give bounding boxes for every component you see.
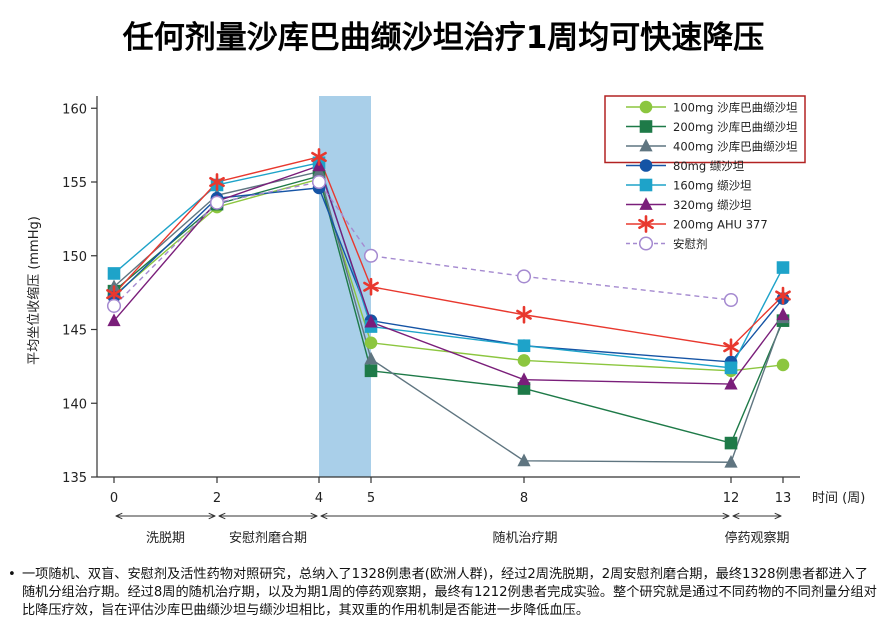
x-tick-label: 5 (367, 491, 375, 506)
data-point-s1 (776, 358, 790, 372)
legend-marker-6 (639, 197, 653, 210)
legend-marker-1 (639, 100, 653, 114)
x-tick-label: 2 (213, 491, 221, 506)
data-point-s5 (724, 361, 738, 375)
y-tick-label: 150 (62, 250, 87, 265)
legend-label-4: 80mg 缬沙坦 (673, 159, 745, 173)
data-point-s8 (106, 298, 122, 313)
legend-label-8: 安慰剂 (673, 237, 708, 251)
legend-marker-3 (639, 138, 653, 152)
series-line-2 (113, 175, 784, 444)
data-point-s7 (723, 338, 739, 357)
data-point-s5 (776, 261, 790, 274)
data-point-s7 (775, 286, 791, 305)
legend-marker-5 (639, 178, 653, 192)
y-tick-label: 135 (62, 471, 87, 486)
legend-marker-8 (638, 236, 654, 251)
data-point-s7 (363, 277, 379, 296)
data-point-s5 (107, 267, 121, 280)
chart-svg: 135 140 145 150 155 160 0 2 4 5 8 12 13 时间 (周) 平均坐位收缩压… (26, 95, 865, 546)
data-point-s3 (364, 351, 378, 365)
study-note: • 一项随机、双盲、安慰剂及活性药物对照研究，总纳入了1328例患者(欧洲人群)… (8, 566, 878, 620)
note-text: 一项随机、双盲、安慰剂及活性药物对照研究，总纳入了1328例患者(欧洲人群)，经… (22, 567, 877, 618)
x-tick-label: 4 (315, 491, 323, 506)
data-point-s1 (364, 336, 378, 350)
legend-highlight-box (604, 95, 806, 164)
y-tick-label: 155 (62, 176, 87, 191)
data-point-s6 (724, 376, 738, 390)
x-tick-label: 8 (520, 491, 528, 506)
legend-marker-7 (638, 215, 654, 233)
y-axis-label: 平均坐位收缩压 (mmHg) (26, 216, 42, 365)
phase-label: 洗脱期 (146, 531, 185, 546)
legend-marker-4 (639, 159, 653, 172)
chart-title: 任何剂量沙库巴曲缬沙坦治疗1周均可快速降压 (122, 20, 765, 56)
data-point-s6 (107, 313, 121, 327)
data-point-s8 (723, 292, 739, 308)
data-point-s2 (517, 382, 531, 395)
data-point-s7 (209, 173, 225, 191)
series-line-8 (113, 181, 732, 307)
legend-label-1: 100mg 沙库巴曲缬沙坦 (673, 101, 798, 115)
legend-label-7: 200mg AHU 377 (673, 218, 768, 232)
legend-label-2: 200mg 沙库巴曲缬沙坦 (673, 120, 798, 134)
series-line-3 (113, 170, 784, 463)
legend-label-6: 320mg 缬沙坦 (673, 198, 752, 212)
data-point-s3 (517, 453, 531, 467)
data-point-s7 (516, 305, 532, 324)
data-point-s8 (209, 195, 225, 210)
data-point-s1 (517, 354, 531, 367)
phase-label: 随机治疗期 (492, 531, 557, 546)
x-tick-label: 13 (775, 491, 792, 506)
note-bullet: • (8, 567, 16, 582)
data-point-s7 (311, 148, 327, 166)
data-point-s8 (311, 174, 327, 190)
data-point-s8 (516, 269, 532, 284)
data-point-s6 (517, 372, 531, 386)
data-point-s2 (724, 436, 738, 450)
x-axis-label: 时间 (周) (812, 491, 865, 506)
legend-marker-2 (639, 120, 653, 133)
phase-label: 安慰剂磨合期 (229, 531, 307, 546)
x-tick-label: 0 (110, 491, 118, 506)
data-point-s8 (363, 248, 379, 263)
shaded-region (319, 96, 371, 477)
data-point-s3 (724, 455, 738, 468)
data-point-s6 (364, 314, 378, 328)
legend-label-5: 160mg 缬沙坦 (673, 179, 752, 193)
data-point-s2 (364, 364, 378, 378)
phase-label: 停药观察期 (724, 530, 789, 546)
legend-label-3: 400mg 沙库巴曲缬沙坦 (673, 140, 798, 154)
y-tick-label: 140 (62, 397, 87, 412)
x-tick-label: 12 (723, 491, 740, 506)
data-point-s6 (776, 307, 790, 321)
data-point-s5 (517, 339, 531, 353)
y-tick-label: 145 (62, 324, 87, 339)
y-tick-label: 160 (62, 102, 87, 117)
